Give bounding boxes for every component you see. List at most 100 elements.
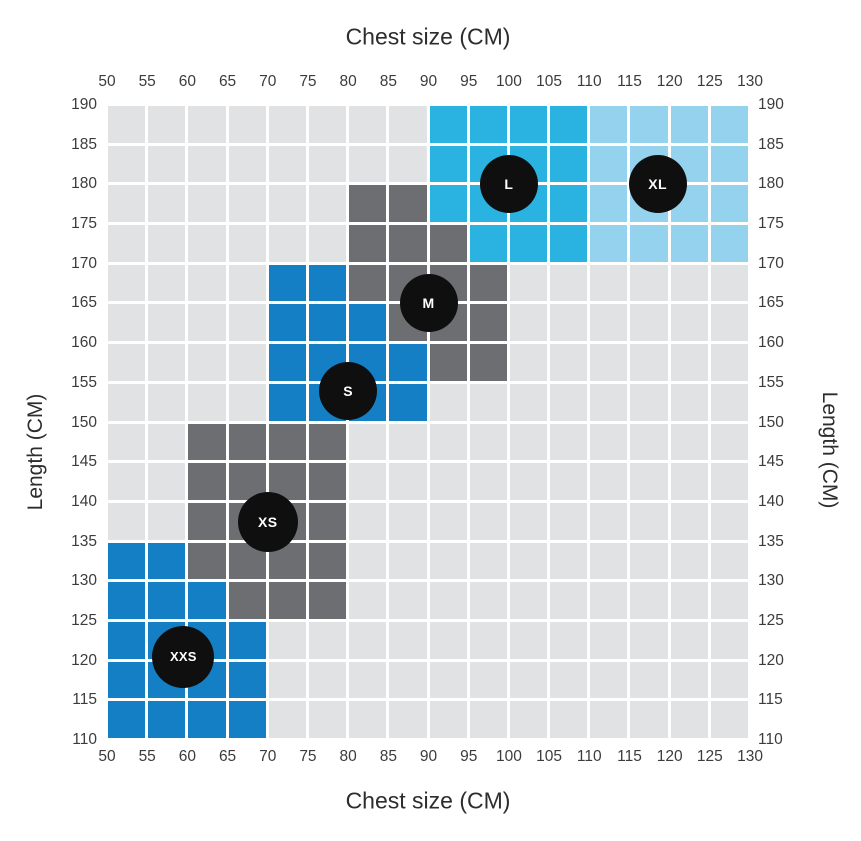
- grid-cell: [389, 225, 427, 262]
- x-tick-label: 85: [379, 748, 397, 765]
- grid-cell: [228, 304, 266, 342]
- x-tick-label: 85: [379, 73, 397, 90]
- grid-cell: [630, 542, 668, 580]
- grid-cell: [349, 106, 387, 143]
- x-tick-label: 80: [339, 73, 357, 90]
- grid-cell: [108, 225, 146, 262]
- grid-cell: [108, 463, 146, 500]
- grid-cell: [630, 661, 668, 699]
- grid-cell: [389, 106, 427, 143]
- grid-cell: [268, 423, 306, 461]
- grid-cell: [268, 304, 306, 342]
- grid-cell: [108, 542, 146, 580]
- grid-cell: [389, 145, 427, 183]
- grid-cell: [308, 145, 347, 183]
- x-tick-label: 65: [218, 748, 237, 765]
- y-tick-label: 160: [71, 334, 97, 352]
- grid-cell: [188, 502, 226, 540]
- size-badge-xxs: XXS: [152, 625, 215, 688]
- grid-cell: [469, 661, 507, 699]
- grid-cell: [670, 502, 708, 540]
- grid-cell: [308, 621, 347, 659]
- grid-cell: [509, 582, 548, 619]
- y-tick-label: 165: [758, 294, 784, 312]
- y-tick-label: 160: [758, 334, 784, 352]
- grid-cell: [308, 423, 347, 461]
- grid-cell: [308, 582, 347, 619]
- grid-cell: [148, 383, 186, 421]
- grid-cell: [349, 542, 387, 580]
- grid-cell: [308, 106, 347, 143]
- y-tick-label: 135: [758, 532, 784, 550]
- grid-cell: [108, 264, 146, 302]
- grid-cell: [630, 264, 668, 302]
- grid-cell: [349, 701, 387, 739]
- grid-cell: [429, 661, 467, 699]
- grid-cell: [469, 463, 507, 500]
- grid-cell: [188, 225, 226, 262]
- grid-cell: [228, 423, 266, 461]
- size-badge-xl: XL: [628, 155, 687, 214]
- grid-cell: [710, 106, 749, 143]
- grid-cell: [268, 225, 306, 262]
- x-tick-label: 100: [495, 73, 522, 90]
- grid-cell: [308, 304, 347, 342]
- grid-cell: [188, 185, 226, 223]
- grid-cell: [389, 423, 427, 461]
- grid-cell: [670, 542, 708, 580]
- grid-cell: [268, 383, 306, 421]
- grid-cell: [228, 344, 266, 381]
- grid-cell: [349, 661, 387, 699]
- grid-cell: [308, 661, 347, 699]
- size-badge-label: XS: [258, 513, 278, 530]
- x-tick-label: 120: [656, 73, 683, 90]
- grid-cell: [590, 264, 628, 302]
- x-axis-title-top: Chest size (CM): [345, 23, 511, 50]
- y-tick-label: 190: [71, 96, 97, 113]
- x-tick-label: 130: [737, 748, 763, 765]
- grid-cell: [188, 423, 226, 461]
- grid-cell: [630, 106, 668, 143]
- x-tick-label: 50: [98, 748, 116, 765]
- grid-cell: [590, 621, 628, 659]
- grid-cell: [469, 106, 507, 143]
- grid-cell: [389, 383, 427, 421]
- grid-cell: [228, 621, 266, 659]
- grid-cell: [710, 423, 749, 461]
- y-tick-label: 125: [758, 611, 784, 629]
- size-badge-label: L: [504, 176, 514, 193]
- grid-cell: [268, 344, 306, 381]
- y-tick-label: 115: [758, 691, 783, 709]
- y-tick-label: 140: [758, 492, 784, 510]
- y-axis-title-right: Length (CM): [818, 391, 841, 509]
- y-tick-label: 130: [71, 572, 97, 590]
- x-tick-label: 120: [656, 748, 683, 765]
- grid-cell: [550, 106, 588, 143]
- y-tick-label: 185: [758, 135, 784, 153]
- grid-cell: [630, 423, 668, 461]
- grid-cell: [429, 582, 467, 619]
- grid-cell: [550, 304, 588, 342]
- grid-cell: [670, 701, 708, 739]
- grid-cell: [268, 264, 306, 302]
- y-tick-label: 120: [71, 651, 97, 669]
- grid-cell: [550, 264, 588, 302]
- grid-cell: [349, 463, 387, 500]
- x-tick-label: 90: [419, 73, 438, 90]
- y-tick-label: 120: [758, 651, 784, 669]
- grid-cell: [509, 106, 548, 143]
- grid-cell: [349, 423, 387, 461]
- grid-cell: [148, 185, 186, 223]
- grid-cell: [148, 502, 186, 540]
- y-tick-label: 170: [758, 254, 784, 272]
- grid-cell: [429, 145, 467, 183]
- grid-cell: [469, 304, 507, 342]
- grid-cell: [590, 423, 628, 461]
- x-tick-label: 105: [536, 73, 563, 90]
- grid-cell: [268, 621, 306, 659]
- grid-cell: [550, 502, 588, 540]
- grid-cell: [148, 264, 186, 302]
- grid-cell: [389, 185, 427, 223]
- x-tick-label: 125: [696, 748, 723, 765]
- grid-cell: [228, 106, 266, 143]
